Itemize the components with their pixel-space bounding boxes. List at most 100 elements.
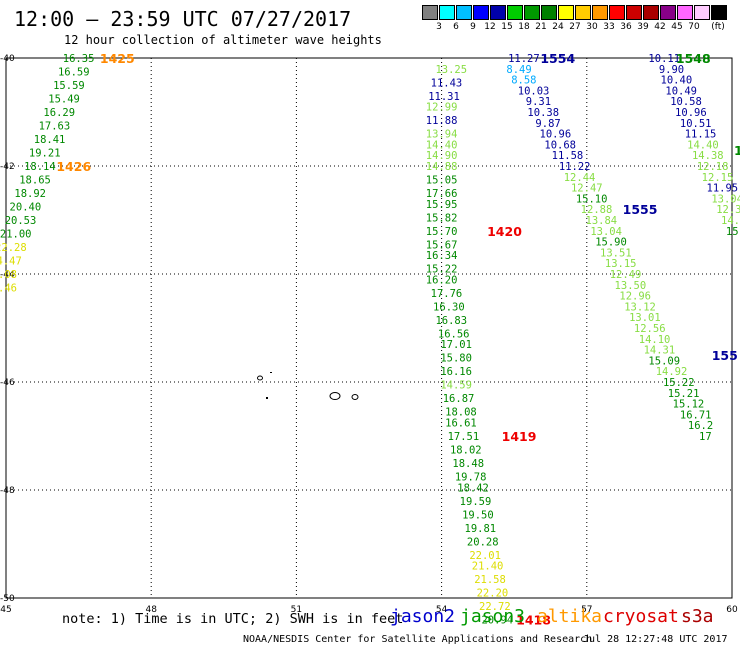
wave-height-value: 14.88 <box>426 161 458 173</box>
scale-label: 27 <box>569 22 581 32</box>
legend-jason3: jason3 <box>460 606 526 627</box>
wave-height-value: 18.14 <box>24 161 56 173</box>
wave-height-value: 15.10 <box>576 193 608 205</box>
wave-height-value: 15.12 <box>673 399 705 411</box>
wave-height-value: 18.48 <box>452 458 484 470</box>
wave-height-value: 8.58 <box>511 75 536 87</box>
wave-height-value: 11.58 <box>552 150 584 162</box>
pass-time-label: 1425 <box>100 51 135 66</box>
lon-tick-label: 54 <box>436 605 448 615</box>
wave-height-value: 16.2 <box>688 420 713 432</box>
chart-title: 12:00 — 23:59 UTC 07/27/2017 <box>14 7 352 31</box>
scale-label: 6 <box>453 22 459 32</box>
scale-label: 39 <box>637 22 649 32</box>
lat-tick-label: -46 <box>0 378 15 388</box>
wave-height-value: 14.40 <box>426 139 458 151</box>
wave-height-value: 12.49 <box>610 269 642 281</box>
wave-height-value: 13.50 <box>615 280 647 292</box>
scale-swatch <box>694 5 710 20</box>
wave-height-value: 15.90 <box>595 237 627 249</box>
wave-height-value: 18.02 <box>450 445 482 457</box>
wave-height-value: 20.40 <box>10 202 42 214</box>
wave-height-value: 15.95 <box>426 199 458 211</box>
island-outlines <box>257 372 359 400</box>
scale-swatch <box>507 5 523 20</box>
lat-tick-label: -50 <box>0 594 15 604</box>
wave-height-value: 15.12 <box>726 226 740 238</box>
wave-height-value: 24.47 <box>0 256 22 268</box>
wave-height-value: 19.59 <box>460 496 492 508</box>
wave-height-value: 21.46 <box>0 283 17 295</box>
wave-height-value: 11.88 <box>426 115 458 127</box>
wave-height-value: 20.53 <box>5 215 37 227</box>
lat-tick-label: -48 <box>0 486 15 496</box>
wave-height-value: 11.43 <box>431 77 463 89</box>
scale-swatch <box>439 5 455 20</box>
island-shape <box>329 392 341 400</box>
pass-time-label: 1549 <box>734 143 740 158</box>
wave-height-value: 15.22 <box>663 377 695 389</box>
lat-tick-label: -42 <box>0 162 15 172</box>
scale-swatch <box>609 5 625 20</box>
legend-jason2: jason2 <box>390 606 456 627</box>
scale-swatch <box>558 5 574 20</box>
wave-height-value: 13.25 <box>435 64 467 76</box>
wave-height-value: 18.92 <box>14 188 46 200</box>
lon-tick-label: 60 <box>726 605 738 615</box>
wave-height-value: 15.59 <box>53 80 85 92</box>
wave-height-value: 17.51 <box>448 431 480 443</box>
wave-height-value: 22.72 <box>479 601 511 613</box>
pass-time-label: 1419 <box>502 429 537 444</box>
wave-height-value: 10.96 <box>540 129 572 141</box>
footer-note: note: 1) Time is in UTC; 2) SWH is in fe… <box>62 611 404 627</box>
wave-height-value: 14.63 <box>721 215 740 227</box>
wave-height-value: 15.82 <box>426 212 458 224</box>
chart-subtitle: 12 hour collection of altimeter wave hei… <box>64 33 382 47</box>
wave-height-value: 11.95 <box>707 183 739 195</box>
scale-swatch <box>490 5 506 20</box>
wave-height-value: 10.51 <box>680 118 712 130</box>
wave-height-value: 16.34 <box>426 250 458 262</box>
wave-height-value: 19.81 <box>465 523 497 535</box>
wave-height-value: 14.10 <box>639 334 671 346</box>
wave-height-value: 16.59 <box>58 67 90 79</box>
wave-height-value: 11.27 <box>508 53 540 65</box>
legend-s3a: s3a <box>681 606 714 627</box>
scale-label: 9 <box>470 22 476 32</box>
pass-time-label: 1548 <box>676 51 711 66</box>
wave-height-value: 14.90 <box>426 150 458 162</box>
wave-height-value: 12.15 <box>702 172 734 184</box>
wave-height-value: 12.96 <box>619 291 651 303</box>
wave-height-value: 20.28 <box>467 536 499 548</box>
wave-height-value: 15.67 <box>426 239 458 251</box>
wave-height-value: 10.38 <box>527 107 559 119</box>
wave-height-value: 10.40 <box>661 75 693 87</box>
wave-height-value: 13.04 <box>711 193 740 205</box>
scale-swatch <box>626 5 642 20</box>
island-shape <box>266 397 268 399</box>
scale-unit: (ft) <box>711 22 725 32</box>
scale-swatch <box>711 5 727 20</box>
wave-height-value: 21.00 <box>0 229 31 241</box>
lon-tick-label: 45 <box>0 605 11 615</box>
pass-time-label: 155 <box>712 348 738 363</box>
wave-height-value: 16.20 <box>426 274 458 286</box>
island-shape <box>270 372 272 373</box>
wave-height-value: 22.28 <box>0 242 27 254</box>
legend-altika: altika <box>537 606 603 627</box>
wave-height-value: 14.31 <box>644 345 676 357</box>
scale-label: 33 <box>603 22 615 32</box>
lon-tick-label: 48 <box>145 605 157 615</box>
wave-height-value: 10.49 <box>665 85 697 97</box>
wave-height-value: 15.05 <box>426 175 458 187</box>
wave-height-value: 21.40 <box>472 561 504 573</box>
wave-height-value: 13.84 <box>586 215 618 227</box>
pass-time-label: 1555 <box>623 202 658 217</box>
wave-height-value: 21.58 <box>474 574 506 586</box>
wave-height-value: 9.87 <box>535 118 560 130</box>
wave-height-value: 10.03 <box>518 85 550 97</box>
wave-height-value: 16.83 <box>435 315 467 327</box>
wave-height-value: 14.40 <box>687 139 719 151</box>
wave-height-value: 8.49 <box>506 64 531 76</box>
